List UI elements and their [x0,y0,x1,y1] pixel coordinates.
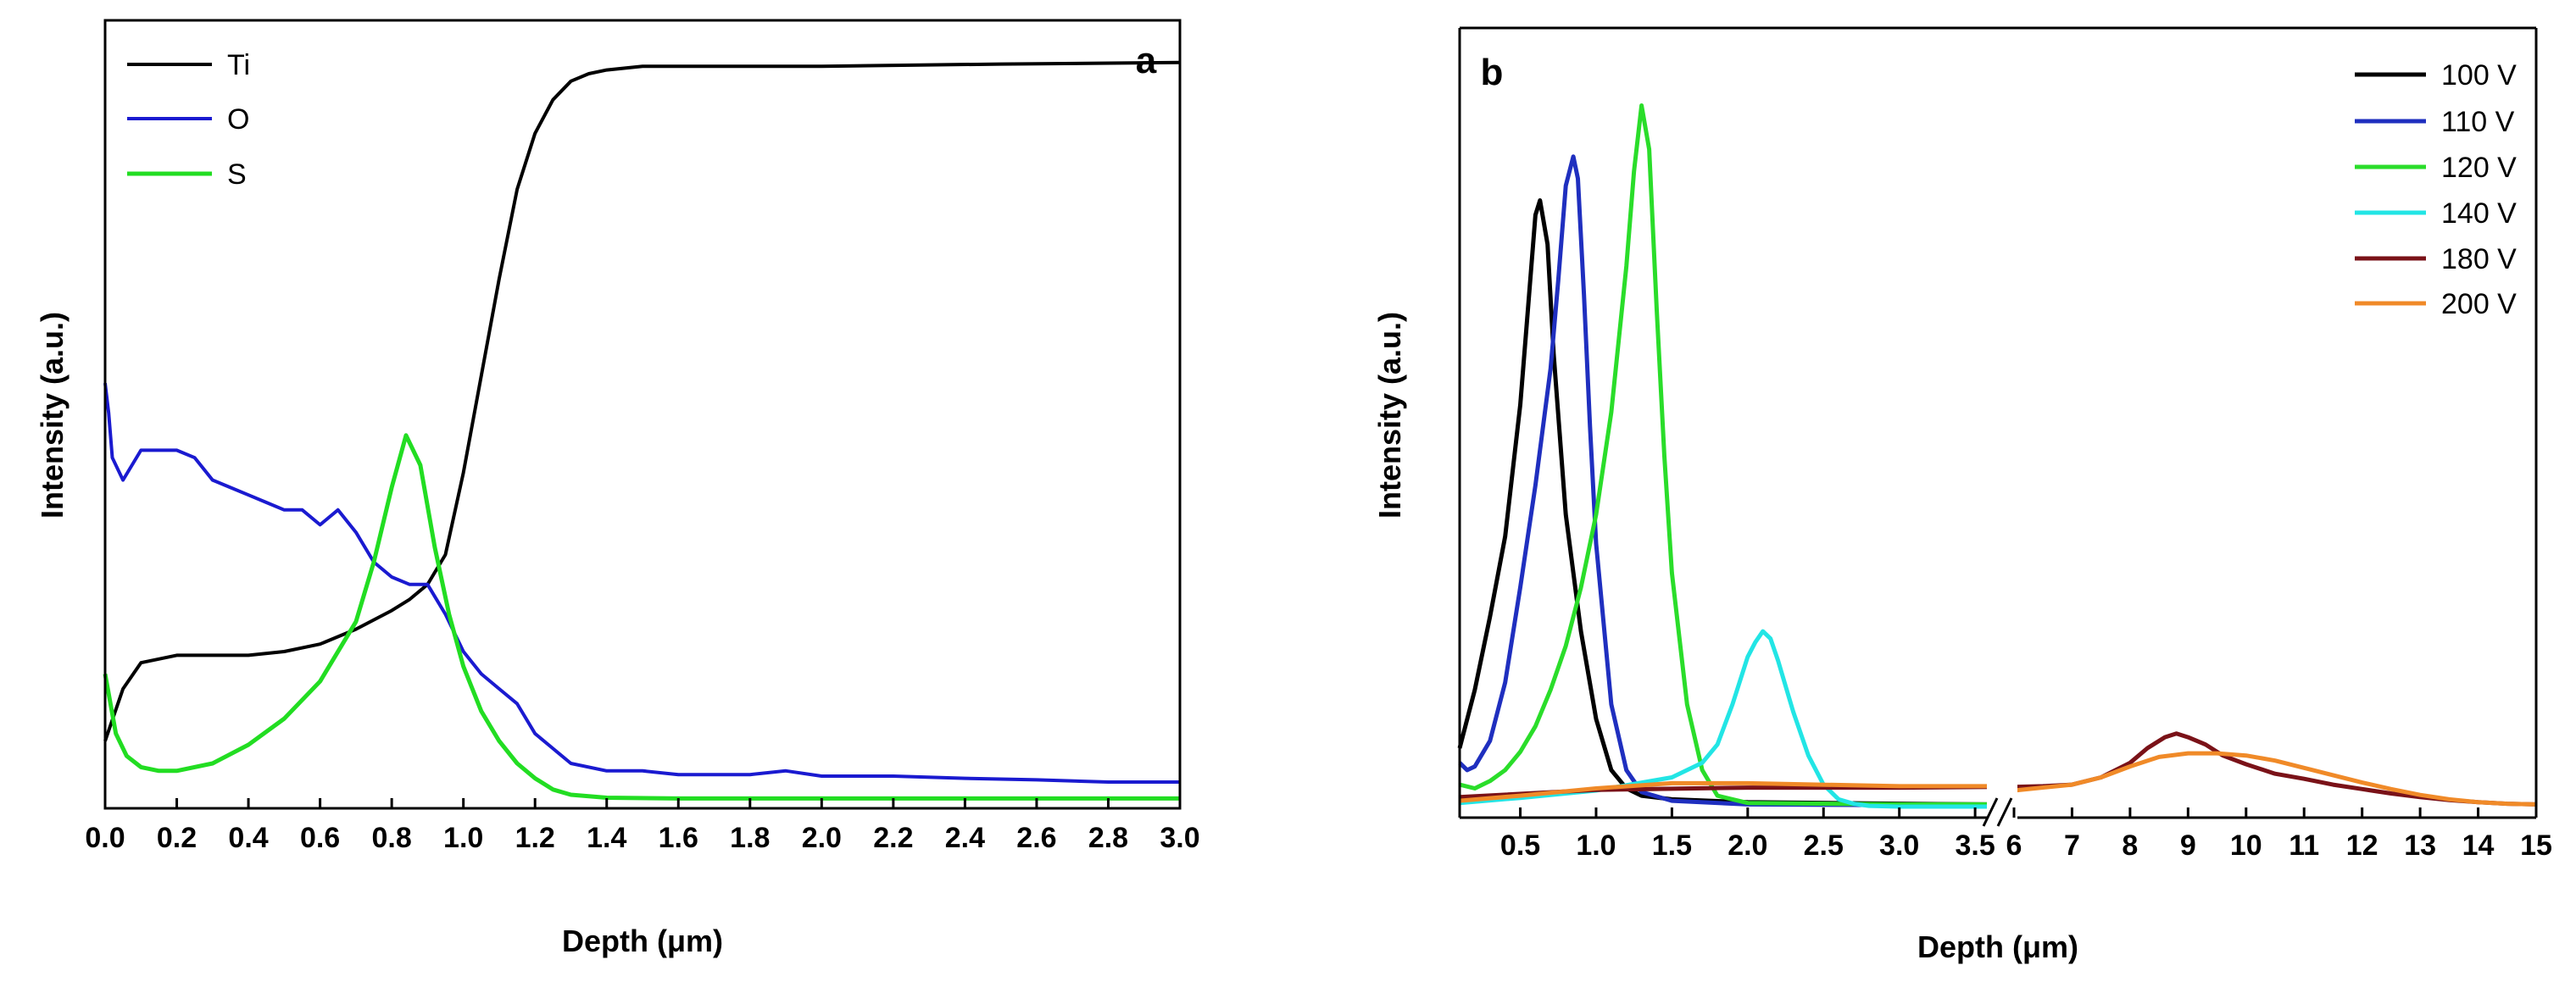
x-tick-label: 2.5 [1804,829,1844,862]
x-tick-label: 8 [2122,829,2138,862]
x-tick-label: 1.6 [659,822,698,854]
series-b-200-v-line-right [2013,751,2537,807]
panel-a-legend: Ti O S [127,49,250,191]
x-tick-label: 0.6 [300,822,340,854]
x-tick-label: 14 [2462,829,2495,862]
x-tick-label: 1.0 [443,822,483,854]
legend-b-180v-label: 180 V [2441,243,2517,275]
panel-a-series-group [103,60,1181,801]
x-tick-label: 3.0 [1879,829,1919,862]
x-tick-label: 11 [2289,829,2319,862]
x-tick-label: 0.4 [228,822,268,854]
legend-b-120v-label: 120 V [2441,152,2517,184]
panel-b-label: b [1481,52,1504,93]
x-tick-label: 1.4 [587,822,626,854]
x-tick-label: 2.0 [802,822,842,854]
x-tick-label: 0.2 [157,822,197,854]
panel-b-series-group [1457,103,2537,809]
series-a-ti-line [103,60,1181,742]
x-tick-label: 6 [2006,829,2022,862]
panel-b-axis-break-marks [1982,784,2017,827]
x-tick-label: 2.2 [873,822,913,854]
x-tick-label: 3.5 [1955,829,1995,862]
series-a-o-line [103,382,1180,784]
x-tick-label: 10 [2230,829,2262,862]
x-tick-label: 15 [2520,829,2552,862]
x-tick-label: 1.5 [1652,829,1692,862]
series-b-140-v-line-left [1459,629,1990,809]
series-a-s-line [103,433,1180,801]
panel-a-plot-frame [103,19,1182,810]
legend-b-100v-label: 100 V [2441,59,2517,92]
panel-a-x-ticks: 0.0 0.2 0.4 0.6 0.8 1.0 1.2 1.4 1.6 1.8 2.0 2.2 2.4 2… [85,798,1200,854]
x-tick-label: 1.2 [515,822,555,854]
legend-b-140v-label: 140 V [2441,197,2517,230]
panel-a-y-axis-title: Intensity (a.u.) [35,312,70,519]
x-tick-label: 1.0 [1576,829,1616,862]
x-tick-label: 0.8 [372,822,412,854]
panel-a: 0.0 0.2 0.4 0.6 0.8 1.0 1.2 1.4 1.6 1.8 2.0 2.2 2.4 2… [35,19,1200,958]
legend-a-ti-label: Ti [227,49,250,81]
x-tick-label: 0.0 [85,822,125,854]
legend-b-200v-label: 200 V [2441,288,2517,320]
series-b-110-v-line-left [1458,154,1990,807]
series-b-120-v-line-left [1459,103,1990,807]
panel-a-x-axis-title: Depth (μm) [562,924,723,958]
x-tick-label: 2.8 [1088,822,1128,854]
x-tick-label: 9 [2180,829,2196,862]
panel-b-legend: 100 V 110 V 120 V 140 V 180 V 200 V [2355,59,2517,320]
series-b-180-v-line-right [2013,731,2537,807]
x-tick-label: 2.0 [1728,829,1767,862]
x-tick-label: 1.8 [730,822,770,854]
panel-b-plot-frame [1458,26,2538,819]
series-b-200-v-line-left [1459,780,1990,803]
x-tick-label: 12 [2346,829,2378,862]
panel-b-y-axis-title: Intensity (a.u.) [1372,312,1407,519]
legend-b-110v-label: 110 V [2441,106,2515,138]
legend-a-s-label: S [227,158,247,191]
panel-b: 0.5 1.0 1.5 2.0 2.5 3.0 3.5 6 7 8 9 10 11 12 13 14 15 b … [1372,26,2552,964]
panel-b-x-axis-title: Depth (μm) [1917,929,2078,964]
x-tick-label: 7 [2064,829,2080,862]
x-tick-label: 3.0 [1160,822,1199,854]
panel-b-x-ticks: 0.5 1.0 1.5 2.0 2.5 3.0 3.5 6 7 8 9 10 11 12 13 14 15 [1500,807,2552,862]
x-tick-label: 2.6 [1016,822,1056,854]
x-tick-label: 13 [2404,829,2436,862]
x-tick-label: 2.4 [945,822,985,854]
x-tick-label: 0.5 [1500,829,1540,862]
panel-a-label: a [1136,40,1157,81]
legend-a-o-label: O [227,103,249,136]
